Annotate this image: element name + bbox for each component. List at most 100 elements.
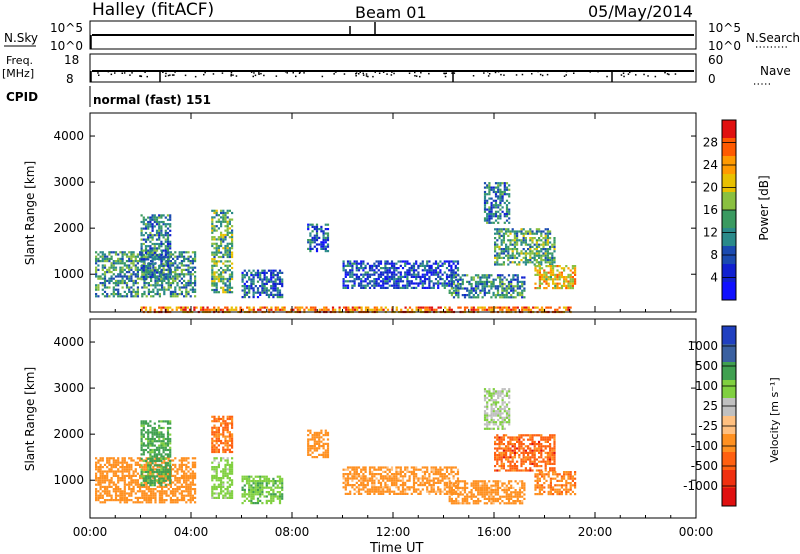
echo-cell (178, 255, 181, 258)
echo-cell (134, 492, 137, 495)
echo-cell (371, 481, 374, 484)
echo-cell (231, 238, 234, 241)
echo-cell (134, 260, 137, 263)
echo-cell (360, 267, 363, 270)
echo-cell (355, 470, 358, 473)
echo-cell (508, 208, 511, 211)
nave-dot (386, 73, 388, 75)
echo-cell (187, 260, 190, 263)
echo-cell (110, 468, 113, 471)
echo-cell (119, 470, 122, 473)
echo-cell (231, 496, 234, 499)
echo-cell (213, 433, 216, 436)
echo-cell (525, 308, 528, 311)
echo-cell (228, 472, 231, 475)
echo-cell (311, 236, 314, 239)
echo-cell (217, 450, 220, 454)
echo-cell (180, 461, 183, 464)
echo-cell (144, 225, 148, 228)
echo-cell (445, 278, 449, 281)
echo-cell (231, 457, 234, 460)
echo-cell (419, 308, 423, 311)
echo-cell (498, 234, 501, 237)
echo-cell (322, 234, 325, 237)
echo-cell (130, 474, 133, 477)
echo-cell (500, 248, 503, 251)
echo-cell (224, 496, 227, 499)
echo-cell (140, 275, 143, 279)
nave-dot (321, 75, 324, 78)
echo-cell (272, 484, 275, 487)
echo-cell (158, 470, 161, 474)
echo-cell (166, 308, 170, 311)
echo-cell (276, 480, 279, 483)
echo-cell (112, 277, 115, 280)
echo-cell (373, 479, 376, 482)
echo-cell (313, 234, 316, 237)
echo-cell (151, 269, 154, 272)
echo-cell (267, 269, 271, 272)
echo-cell (103, 501, 107, 504)
echo-cell (150, 295, 153, 298)
echo-cell (140, 234, 143, 237)
echo-cell (136, 253, 139, 256)
echo-cell (222, 209, 225, 212)
echo-cell (278, 276, 282, 279)
echo-cell (508, 201, 511, 205)
echo-cell (571, 280, 574, 283)
echo-cell (518, 287, 522, 290)
echo-cell (313, 228, 316, 231)
echo-cell (492, 280, 495, 283)
echo-cell (147, 293, 150, 296)
echo-cell (145, 494, 148, 497)
echo-cell (428, 306, 431, 309)
echo-cell (362, 484, 365, 487)
echo-cell (419, 468, 422, 471)
echo-cell (261, 488, 264, 491)
echo-cell (224, 244, 227, 248)
echo-cell (513, 248, 516, 251)
echo-cell (324, 223, 327, 226)
echo-cell (483, 217, 487, 220)
echo-cell (112, 295, 115, 298)
echo-cell (426, 269, 429, 272)
echo-cell (128, 463, 131, 466)
echo-cell (364, 306, 368, 309)
echo-cell (516, 252, 519, 255)
echo-cell (153, 444, 156, 447)
echo-cell (535, 254, 538, 257)
echo-cell (507, 252, 510, 255)
echo-cell (521, 308, 524, 311)
echo-cell (357, 269, 361, 272)
echo-cell (114, 251, 118, 254)
echo-cell (502, 232, 505, 235)
echo-cell (217, 218, 220, 221)
echo-cell (152, 288, 155, 291)
echo-cell (230, 306, 233, 309)
echo-cell (178, 275, 181, 278)
echo-cell (215, 242, 218, 245)
echo-cell (377, 466, 380, 469)
echo-cell (483, 210, 487, 213)
echo-cell (423, 275, 427, 278)
echo-cell (454, 264, 457, 267)
echo-cell (423, 286, 427, 289)
echo-cell (421, 477, 424, 480)
echo-cell (388, 488, 391, 491)
echo-cell (112, 483, 115, 486)
echo-cell (505, 228, 508, 231)
echo-cell (567, 280, 570, 283)
echo-cell (176, 275, 179, 278)
echo-cell (101, 496, 104, 499)
echo-cell (169, 290, 172, 293)
nave-dot (359, 71, 361, 73)
echo-cell (211, 284, 214, 287)
echo-cell (239, 306, 242, 309)
echo-cell (117, 282, 120, 285)
echo-cell (534, 306, 537, 309)
echo-cell (483, 201, 487, 205)
echo-cell (160, 444, 163, 447)
cpid-label: CPID (6, 90, 38, 104)
echo-cell (160, 278, 163, 281)
echo-cell (437, 481, 440, 484)
